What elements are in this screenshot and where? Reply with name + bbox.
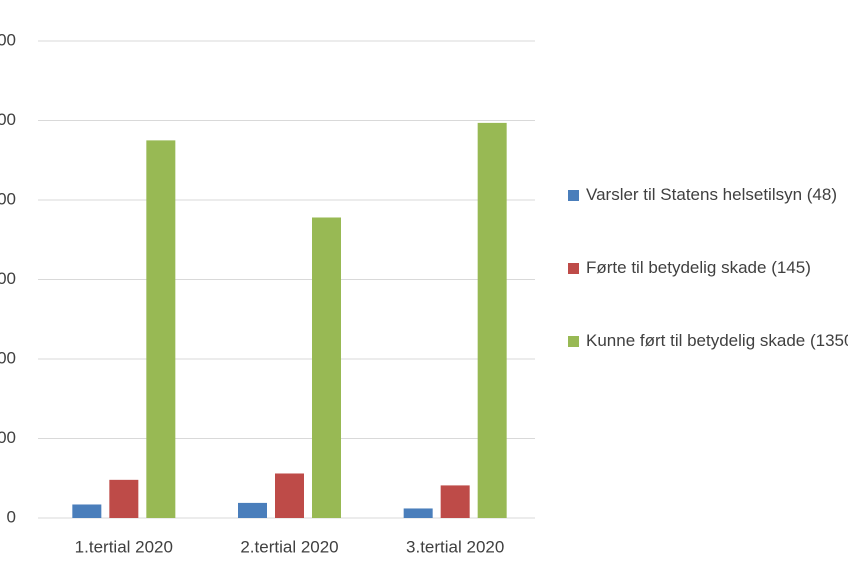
legend-label: Varsler til Statens helsetilsyn (48) (586, 185, 838, 204)
bar (403, 508, 433, 518)
bar (238, 502, 267, 518)
y-tick-label: 300 (0, 269, 16, 288)
bar (275, 473, 304, 518)
x-tick-label: 1.tertial 2020 (75, 537, 173, 556)
y-tick-label: 0 (7, 507, 16, 526)
bar (146, 140, 176, 518)
legend-label: Kunne ført til betydelig skade (1350) (586, 331, 848, 350)
bar (440, 485, 470, 518)
legend-swatch (568, 263, 579, 274)
y-tick-label: 100 (0, 428, 16, 447)
legend-swatch (568, 190, 579, 201)
y-tick-label: 400 (0, 189, 16, 208)
x-tick-label: 3.tertial 2020 (406, 537, 504, 556)
bar (477, 122, 507, 518)
bar (312, 217, 341, 519)
y-tick-label: 500 (0, 110, 16, 129)
legend-swatch (568, 336, 579, 347)
bar (72, 504, 102, 518)
y-tick-label: 200 (0, 348, 16, 367)
legend-label: Førte til betydelig skade (145) (586, 258, 811, 277)
y-tick-label: 600 (0, 30, 16, 49)
bar (109, 479, 139, 518)
x-tick-label: 2.tertial 2020 (240, 537, 338, 556)
